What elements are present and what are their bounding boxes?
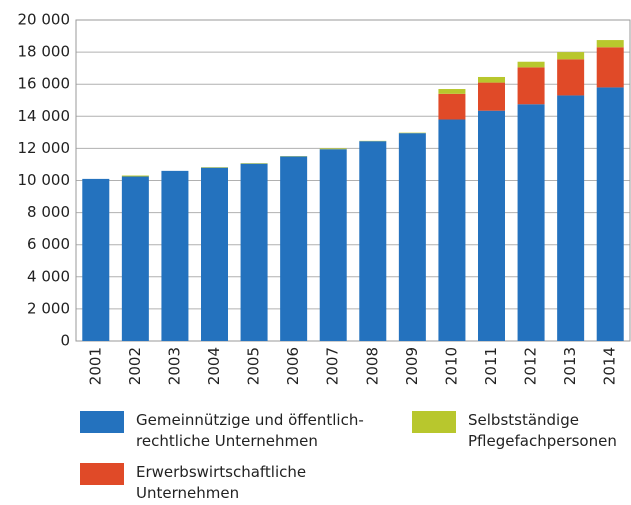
y-tick-label: 16 000 — [18, 75, 71, 93]
bar-segment — [557, 52, 585, 60]
bar-segment — [557, 59, 585, 96]
legend-swatch — [412, 411, 456, 433]
x-tick-label: 2001 — [86, 347, 104, 385]
plot-frame — [75, 19, 631, 342]
y-tick-label: 20 000 — [18, 11, 71, 29]
legend-item: Gemeinnützige und öffentlich-rechtliche … — [80, 410, 400, 452]
bar-segment — [596, 47, 624, 88]
x-tick-label: 2004 — [205, 347, 223, 385]
bar-segment — [398, 133, 426, 341]
x-tick-label: 2013 — [561, 347, 579, 385]
legend-swatch — [80, 463, 124, 485]
x-tick-label: 2003 — [165, 347, 183, 385]
y-tick-label: 10 000 — [18, 171, 71, 189]
bar-segment — [319, 148, 347, 150]
y-tick-label: 12 000 — [18, 139, 71, 157]
y-tick-label: 6 000 — [27, 235, 70, 253]
bar-segment — [161, 170, 189, 341]
bar-segment — [478, 110, 505, 342]
x-tick-label: 2006 — [284, 347, 302, 385]
x-tick-label: 2014 — [601, 347, 619, 385]
y-tick-label: 4 000 — [27, 267, 70, 285]
legend-label: Erwerbswirtschaftliche Unternehmen — [136, 463, 307, 502]
x-tick-label: 2012 — [522, 347, 540, 385]
bar-segment — [438, 93, 466, 120]
y-tick-label: 0 — [60, 332, 70, 350]
bar-segment — [478, 76, 505, 83]
bar-segment — [240, 163, 268, 341]
legend-item: Selbstständige Pflegefachpersonen — [412, 410, 627, 452]
bar-segment — [201, 167, 228, 341]
bar-segment — [359, 141, 387, 341]
x-tick-label: 2002 — [126, 347, 144, 385]
bar-segment — [478, 82, 505, 111]
bar-segment — [596, 87, 624, 341]
x-tick-label: 2008 — [363, 347, 381, 385]
bar-segment — [596, 40, 624, 48]
legend-swatch — [80, 411, 124, 433]
x-tick-label: 2007 — [324, 347, 342, 385]
bar-segment — [319, 149, 347, 341]
y-tick-label: 2 000 — [27, 299, 70, 317]
x-tick-label: 2010 — [442, 347, 460, 385]
y-tick-label: 8 000 — [27, 203, 70, 221]
bar-segment — [517, 67, 545, 105]
bar-segment — [280, 156, 308, 341]
y-tick-label: 18 000 — [18, 43, 71, 61]
bar-segment — [438, 89, 466, 94]
bar-segment — [121, 176, 149, 341]
y-tick-label: 14 000 — [18, 107, 71, 125]
bar-segment — [82, 178, 110, 341]
bar-segment — [517, 61, 545, 68]
bar-segment — [557, 95, 585, 341]
legend-label: Gemeinnützige und öffentlich-rechtliche … — [136, 411, 364, 450]
legend-item: Erwerbswirtschaftliche Unternehmen — [80, 462, 400, 504]
x-tick-label: 2011 — [482, 347, 500, 385]
legend-label: Selbstständige Pflegefachpersonen — [468, 411, 617, 450]
bar-segment — [517, 104, 545, 341]
x-tick-label: 2009 — [403, 347, 421, 385]
bar-segment — [121, 175, 149, 177]
bar-segment — [438, 119, 466, 341]
x-tick-label: 2005 — [245, 347, 263, 385]
chart: 0 2 000 4 000 6 000 8 000 10 000 12 000 14 000 1… — [18, 11, 631, 385]
